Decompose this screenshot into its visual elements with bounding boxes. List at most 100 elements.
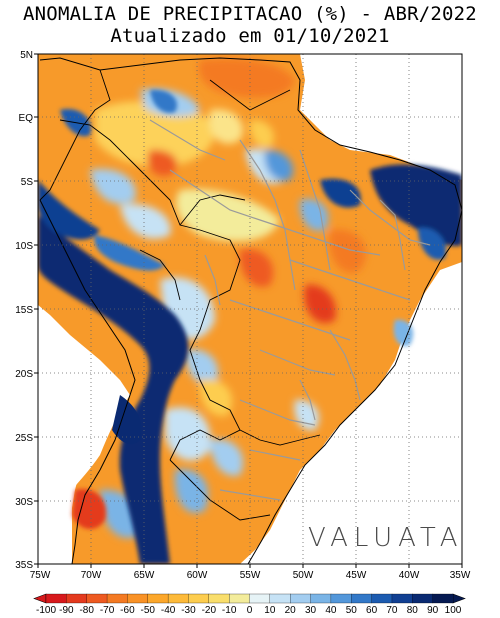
colorbar-label: -10 (222, 605, 237, 616)
colorbar-label: -80 (79, 605, 94, 616)
anomaly-blob (418, 227, 446, 260)
lat-label: EQ (19, 113, 34, 124)
colorbar-swatch (412, 593, 434, 604)
anomaly-blob (150, 89, 178, 114)
colorbar-swatch (228, 593, 250, 604)
anomaly-blob (329, 229, 366, 273)
colorbar-swatch (432, 593, 454, 604)
colorbar-label: -60 (120, 605, 135, 616)
lat-label: 35S (15, 560, 33, 571)
anomaly-blob (370, 164, 462, 246)
lat-label: 20S (15, 369, 33, 380)
colorbar-label: 70 (386, 605, 398, 616)
lon-label: 45W (346, 570, 367, 581)
lat-label: 5S (21, 177, 34, 188)
colorbar-label: 10 (264, 605, 276, 616)
anomaly-blob (210, 439, 244, 476)
colorbar-swatch (147, 593, 169, 604)
no-data-coast (38, 305, 130, 564)
colorbar-label: 30 (305, 605, 317, 616)
colorbar-label: 80 (407, 605, 419, 616)
map-title: ANOMALIA DE PRECIPITACAO (%) - ABR/2022 (23, 3, 477, 25)
axis-ticks (34, 53, 463, 568)
colorbar-swatch (371, 593, 393, 604)
colorbar-label: -20 (202, 605, 217, 616)
anomaly-blob (112, 395, 142, 445)
colorbar-swatch (391, 593, 413, 604)
lat-label: 10S (15, 241, 33, 252)
colorbar-label: 50 (346, 605, 358, 616)
lon-label: 75W (30, 570, 51, 581)
colorbar-swatch (310, 593, 332, 604)
colorbar-swatch (66, 593, 88, 604)
anomaly-blob (239, 249, 274, 287)
colorbar-label: -40 (161, 605, 176, 616)
colorbar-label: 100 (445, 605, 462, 616)
colorbar-swatch (269, 593, 291, 604)
lat-label: 5N (20, 50, 33, 61)
lat-label: 30S (15, 497, 33, 508)
country-borders (39, 69, 321, 521)
anomaly-blob (72, 489, 106, 530)
colorbar-label: 40 (325, 605, 337, 616)
anomaly-blob (38, 180, 100, 240)
anomaly-blob (147, 149, 178, 176)
colorbar-swatch (351, 593, 373, 604)
anomaly-blob (304, 284, 336, 324)
anomaly-blob (264, 149, 294, 181)
lon-label: 40W (399, 570, 420, 581)
colorbar-swatch (290, 593, 312, 604)
lon-label: 70W (81, 570, 102, 581)
colorbar-label: -100 (36, 605, 56, 616)
colorbar-swatch (167, 593, 189, 604)
colorbar-label: -30 (181, 605, 196, 616)
colorbar-label: -90 (59, 605, 74, 616)
map-subtitle: Atualizado em 01/10/2021 (110, 25, 390, 47)
colorbar-swatch (249, 593, 271, 604)
colorbar-label: 60 (366, 605, 378, 616)
colorbar-swatch (188, 593, 210, 604)
colorbar-label: 20 (285, 605, 297, 616)
lat-label: 25S (15, 433, 33, 444)
anomaly-blob (249, 119, 274, 149)
anomaly-blob (94, 235, 165, 271)
colorbar-swatch (45, 593, 67, 604)
grid-lines (38, 54, 462, 564)
anomaly-blob (174, 469, 209, 514)
colorbar-arrow-right (452, 593, 466, 604)
anomaly-blob (185, 349, 219, 386)
anomaly-blob (299, 199, 329, 231)
colorbar-swatch (127, 593, 149, 604)
anomaly-blob (176, 189, 280, 242)
anomaly-blob (209, 109, 244, 144)
pacific-coast-outline (39, 199, 136, 564)
colorbar: -100 -90 -80 -70 -60 -50 -40 -30 -20 -10 0 10 20 30 40… (33, 593, 466, 616)
watermark-text: VALUATA (308, 523, 464, 553)
lon-label: 60W (187, 570, 208, 581)
lat-label: 15S (15, 305, 33, 316)
colorbar-label: 90 (427, 605, 439, 616)
valuata-logo: VALUATA (308, 523, 464, 553)
lon-label: 35W (450, 570, 471, 581)
colorbar-label: 0 (247, 605, 253, 616)
anomaly-blob (90, 169, 136, 204)
colorbar-label: -50 (141, 605, 156, 616)
anomaly-blob (393, 319, 414, 347)
colorbar-swatch (208, 593, 230, 604)
anomaly-blob (95, 101, 215, 167)
anomaly-blob (120, 204, 171, 239)
colorbar-swatch (330, 593, 352, 604)
colorbar-arrow-left (33, 593, 47, 604)
anomaly-blob-andes (38, 215, 189, 564)
anomaly-blob (198, 58, 295, 98)
colorbar-swatch (106, 593, 128, 604)
colorbar-label: -70 (100, 605, 115, 616)
state-borders (149, 119, 431, 501)
colorbar-swatch (86, 593, 108, 604)
lon-label: 65W (134, 570, 155, 581)
anomaly-blob (320, 178, 361, 208)
lon-label: 55W (240, 570, 261, 581)
lon-label: 50W (293, 570, 314, 581)
continent-outline (39, 57, 462, 564)
